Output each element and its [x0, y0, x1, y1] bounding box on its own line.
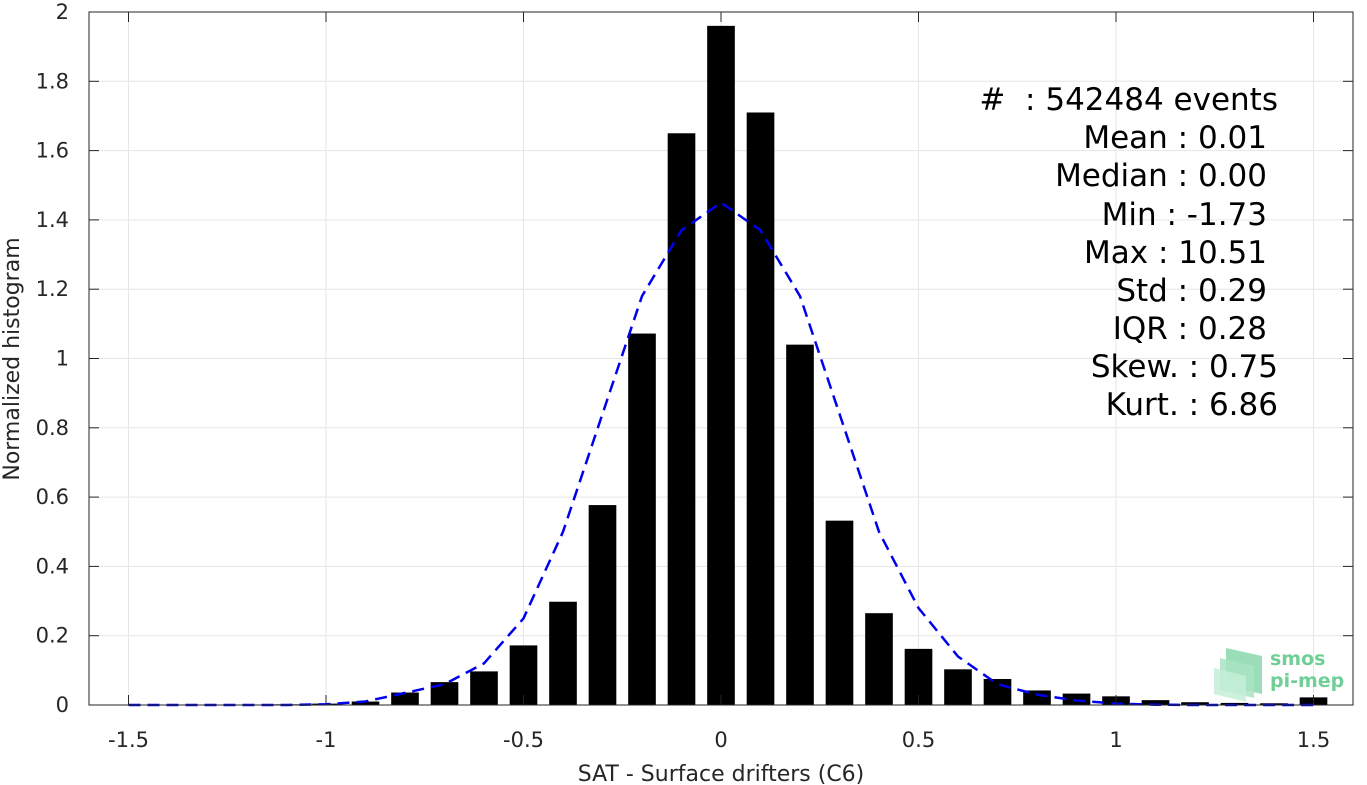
stat-mean: Mean : 0.01: [1083, 120, 1267, 156]
stat-kurt: Kurt. : 6.86: [1106, 387, 1278, 423]
y-tick-labels: 0 0.2 0.4 0.6 0.8 1 1.2 1.4 1.6 1.8 2: [36, 0, 69, 717]
stat-min: Min : -1.73: [1102, 197, 1267, 233]
histogram-bar: [707, 25, 735, 706]
histogram-bar: [588, 505, 617, 705]
histogram-bar: [470, 671, 498, 705]
histogram-bar: [628, 333, 656, 705]
histogram-bar: [746, 112, 775, 706]
histogram-bar: [1181, 702, 1209, 705]
x-tick-label: -0.5: [503, 728, 544, 752]
histogram-bar: [549, 601, 577, 705]
x-tick-label: 0: [714, 728, 727, 752]
smos-pimep-logo: smos pi-mep: [1214, 648, 1344, 702]
y-tick-label: 0.8: [36, 416, 69, 440]
logo-mark-icon: [1214, 648, 1262, 702]
y-tick-label: 2: [56, 0, 69, 24]
stat-iqr: IQR : 0.28: [1113, 311, 1267, 347]
histogram-bar: [786, 344, 814, 705]
stat-median: Median : 0.00: [1055, 158, 1267, 194]
histogram-bar: [1023, 690, 1051, 705]
histogram-bar: [825, 520, 854, 705]
histogram-bar: [865, 613, 893, 705]
histogram-bar: [667, 133, 696, 705]
histogram-bar: [351, 701, 380, 705]
stat-std: Std : 0.29: [1116, 273, 1267, 309]
y-tick-label: 0: [56, 693, 69, 717]
histogram-bar: [983, 679, 1012, 705]
y-tick-label: 1.4: [36, 208, 69, 232]
bars: [114, 25, 1328, 706]
logo-text-pimep: pi-mep: [1270, 670, 1344, 692]
y-tick-label: 0.2: [36, 624, 69, 648]
x-tick-label: 1: [1109, 728, 1122, 752]
y-tick-label: 1.2: [36, 277, 69, 301]
stat-max: Max : 10.51: [1084, 235, 1267, 271]
x-tick-label: 1.5: [1297, 728, 1330, 752]
histogram-bar: [1141, 700, 1170, 705]
y-tick-label: 0.4: [36, 554, 69, 578]
y-tick-label: 1: [56, 347, 69, 371]
histogram-bar: [944, 669, 972, 705]
x-tick-labels: -1.5 -1 -0.5 0 0.5 1 1.5: [108, 728, 1330, 752]
y-tick-label: 1.8: [36, 69, 69, 93]
x-tick-label: -1: [316, 728, 337, 752]
x-tick-label: -1.5: [108, 728, 149, 752]
ticks: [89, 11, 1353, 706]
x-axis-label: SAT - Surface drifters (C6): [578, 762, 865, 785]
stats-annotation: # : 542484 events Mean : 0.01 Median : 0…: [979, 82, 1278, 423]
y-tick-label: 0.6: [36, 485, 69, 509]
logo-text-smos: smos: [1270, 648, 1325, 670]
x-tick-label: 0.5: [902, 728, 935, 752]
y-tick-label: 1.6: [36, 139, 69, 163]
stat-events: # : 542484 events: [979, 82, 1278, 118]
histogram-bar: [430, 682, 459, 705]
stat-skew: Skew. : 0.75: [1091, 349, 1278, 385]
y-axis-label: Normalized histogram: [0, 237, 25, 480]
